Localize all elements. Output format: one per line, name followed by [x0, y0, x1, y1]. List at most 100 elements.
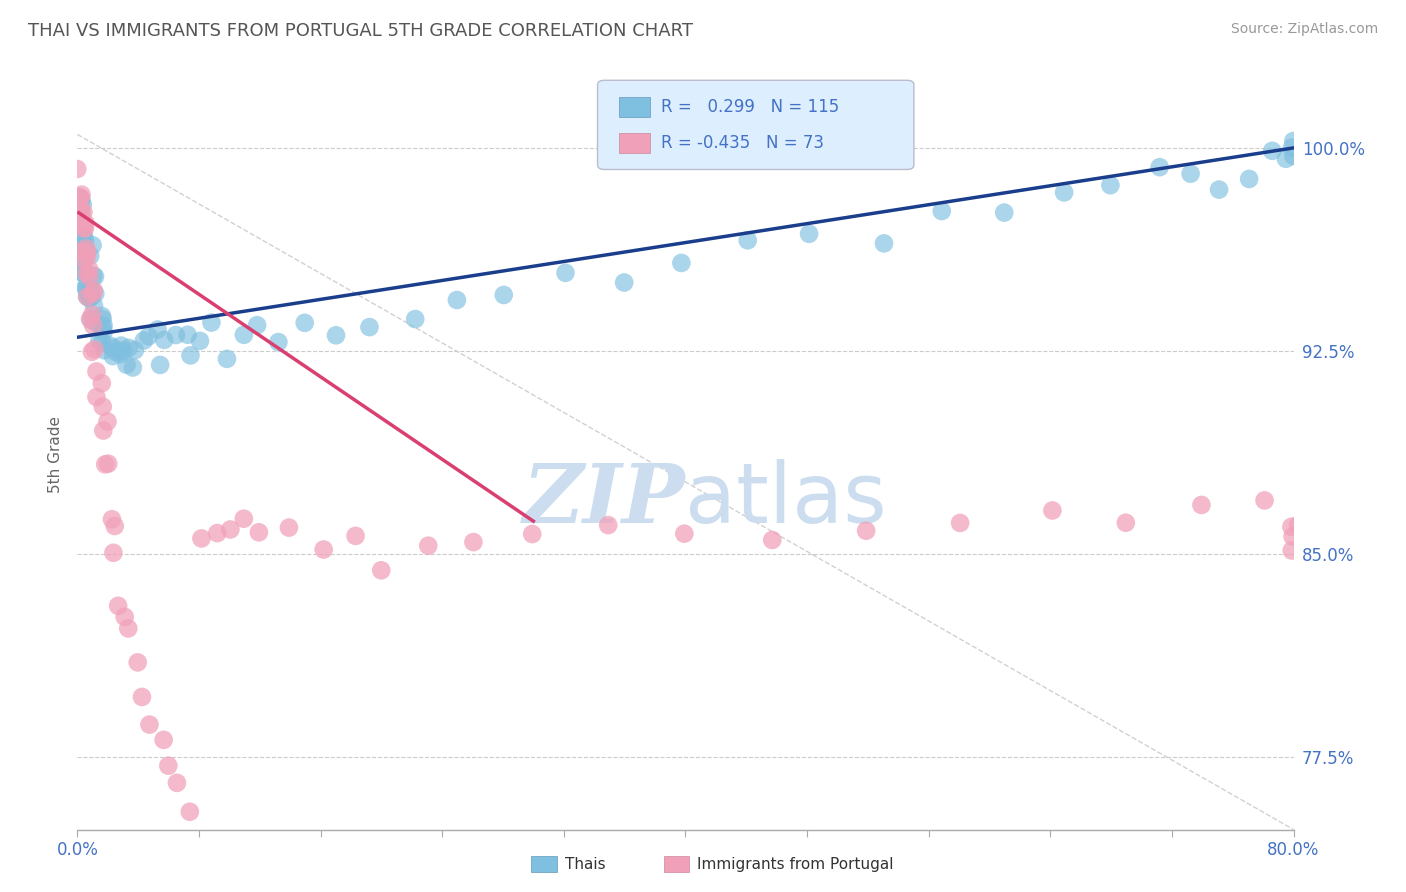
Point [278, 520, 301, 534]
Point [79, 269, 101, 284]
Point [1253, 493, 1275, 508]
Point [76, 245, 98, 260]
Point [110, 347, 132, 361]
Point [153, 333, 176, 347]
Point [73, 244, 96, 258]
Point [66, 199, 89, 213]
Point [1261, 144, 1284, 158]
Point [101, 512, 124, 526]
Point [737, 233, 759, 247]
Point [1099, 178, 1122, 193]
Point [66, 265, 89, 279]
Point [96, 415, 118, 429]
Point [107, 599, 129, 613]
Point [76, 289, 98, 303]
Point [77, 286, 100, 301]
Point [72, 260, 94, 275]
Point [110, 338, 132, 352]
Point [80, 312, 103, 326]
Point [98, 339, 121, 353]
Point [104, 345, 127, 359]
Point [72, 197, 94, 211]
Point [127, 656, 149, 670]
Point [76, 277, 98, 292]
Point [75, 242, 97, 256]
Point [114, 610, 136, 624]
Point [931, 204, 953, 219]
Point [246, 318, 269, 333]
Point [70, 244, 93, 258]
Point [993, 205, 1015, 219]
Point [86, 364, 108, 378]
Point [70, 205, 93, 219]
Text: Immigrants from Portugal: Immigrants from Portugal [697, 857, 894, 871]
Point [82, 318, 104, 333]
Point [80, 344, 103, 359]
Point [1053, 186, 1076, 200]
Point [86, 390, 108, 404]
Point [671, 256, 693, 270]
Point [75, 216, 97, 230]
Point [232, 327, 254, 342]
Point [72, 228, 94, 243]
Point [82, 286, 104, 301]
Point [91, 335, 114, 350]
Point [1180, 167, 1202, 181]
Point [66, 161, 89, 176]
Point [112, 344, 135, 359]
Point [69, 200, 91, 214]
Point [70, 265, 93, 279]
Point [73, 221, 96, 235]
Point [1149, 160, 1171, 174]
Point [75, 280, 97, 294]
Point [117, 622, 139, 636]
Point [761, 533, 783, 547]
Text: R = -0.435   N = 73: R = -0.435 N = 73 [661, 134, 824, 152]
Point [207, 526, 229, 541]
Point [554, 266, 576, 280]
Point [83, 343, 105, 357]
Text: THAI VS IMMIGRANTS FROM PORTUGAL 5TH GRADE CORRELATION CHART: THAI VS IMMIGRANTS FROM PORTUGAL 5TH GRA… [28, 22, 693, 40]
Point [79, 312, 101, 326]
Point [873, 236, 896, 251]
Point [673, 526, 696, 541]
Point [232, 511, 254, 525]
Point [294, 316, 316, 330]
Point [103, 341, 125, 355]
Point [152, 732, 174, 747]
Point [84, 286, 107, 301]
Point [79, 291, 101, 305]
Point [131, 690, 153, 704]
Point [90, 323, 112, 337]
Point [101, 349, 124, 363]
Point [118, 341, 141, 355]
Point [73, 230, 96, 244]
Point [124, 343, 146, 358]
Point [138, 329, 160, 343]
Point [1208, 183, 1230, 197]
Text: atlas: atlas [686, 459, 887, 541]
Point [72, 205, 94, 219]
Point [80, 282, 103, 296]
Point [190, 532, 212, 546]
Point [1281, 543, 1303, 558]
Point [149, 358, 172, 372]
Point [75, 283, 97, 297]
Point [79, 290, 101, 304]
Point [157, 758, 180, 772]
Point [949, 516, 972, 530]
Point [138, 717, 160, 731]
Point [598, 518, 620, 533]
Point [83, 299, 105, 313]
Point [82, 238, 104, 252]
Point [67, 190, 90, 204]
Point [1279, 520, 1302, 534]
Point [179, 348, 201, 362]
Point [76, 249, 98, 263]
Point [84, 269, 107, 284]
Point [1281, 529, 1303, 543]
Point [79, 285, 101, 300]
Point [103, 546, 125, 560]
Point [132, 334, 155, 348]
Point [1040, 503, 1063, 517]
